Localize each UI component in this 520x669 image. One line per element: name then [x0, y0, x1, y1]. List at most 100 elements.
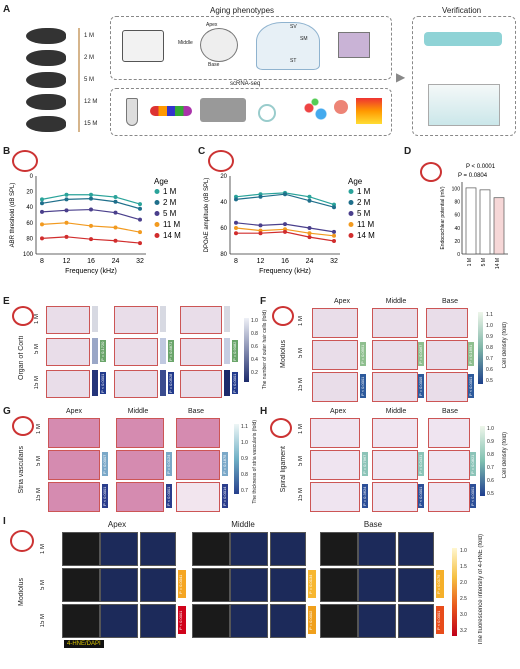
p-value-label: P = 0.0041 — [178, 570, 186, 598]
significance-label: P < 0.0001 — [466, 164, 496, 170]
x-tick-label: 5 M — [481, 258, 487, 266]
histology-image — [180, 338, 222, 366]
cochlea-middle-label: Middle — [178, 40, 193, 46]
data-point — [307, 231, 312, 236]
column-header: Middle — [385, 298, 407, 305]
histology-image — [180, 306, 222, 334]
p-value-label: P = 0.1875 — [222, 452, 228, 476]
bar — [465, 187, 477, 255]
fluorescence-image — [320, 532, 358, 566]
colorbar-tick: 0.6 — [251, 344, 258, 350]
p-value-label: P = 0.3624 — [362, 484, 368, 508]
p-value-label: P < 0.0001 — [436, 606, 444, 634]
fluorescence-image — [398, 532, 434, 566]
data-point — [234, 220, 238, 225]
p-value-label: P = 0.0951 — [360, 342, 366, 366]
fluorescence-image — [140, 568, 176, 602]
column-header: Middle — [127, 408, 149, 415]
column-header: Apex — [107, 520, 127, 529]
droplet-icon — [258, 104, 276, 122]
row-age-label: 15 M — [298, 488, 304, 502]
row-age-label: 1 M — [40, 544, 46, 555]
histology-image — [116, 482, 164, 512]
p-value-label: P < 0.0001 — [232, 372, 238, 394]
fluorescence-image — [230, 532, 268, 566]
y-axis-title: DPOAE amplitude (dB SPL) — [204, 178, 210, 253]
colorbar-tick: 0.9 — [487, 439, 494, 445]
scale-swatch — [224, 338, 230, 364]
column-header: Middle — [231, 520, 255, 529]
endocochlear-potential-chart: 0 20 40 60 80 100 1 M 5 M 14 M Endocochlear poten… — [440, 164, 508, 269]
p-value-label: P = 0.0134 — [308, 570, 316, 598]
p-value-label: P < 0.0001 — [418, 484, 424, 508]
histology-image — [310, 482, 360, 512]
cochlear-section-icon — [256, 22, 320, 70]
y-tick-label: 20 — [220, 174, 227, 180]
scale-swatch — [160, 338, 166, 364]
histology-image — [372, 308, 418, 338]
data-point — [332, 205, 336, 210]
scale-swatch — [160, 370, 166, 396]
histology-image — [310, 418, 360, 448]
data-point — [89, 237, 93, 242]
legend-label: 2 M — [357, 198, 371, 207]
venn-icon — [334, 100, 348, 114]
colorbar-tick: 0.9 — [486, 334, 493, 340]
legend-marker — [348, 200, 354, 205]
age-label: 5 M — [84, 77, 95, 83]
data-point — [234, 197, 238, 202]
colorbar — [480, 426, 485, 496]
histology-image — [180, 370, 222, 398]
scale-swatch — [224, 306, 230, 332]
data-point — [113, 225, 118, 230]
histology-image — [428, 482, 470, 512]
row-age-label: 5 M — [40, 580, 46, 591]
histology-image — [372, 482, 418, 512]
x-tick-label: 14 M — [495, 258, 501, 269]
row-age-label: 1 M — [34, 314, 40, 325]
column-header: Apex — [334, 298, 350, 305]
row-age-label: 15 M — [40, 614, 46, 628]
age-label: 12 M — [84, 99, 98, 105]
panel-i-label: I — [3, 516, 6, 527]
cell-beads-icon — [150, 106, 192, 116]
data-point — [113, 199, 118, 204]
colorbar-tick: 1.0 — [487, 426, 494, 432]
p-value-label: P < 0.0001 — [360, 374, 366, 398]
fluorescence-image — [230, 568, 268, 602]
data-point — [89, 192, 93, 197]
y-tick-label: 40 — [454, 226, 460, 232]
fluorescence-image — [140, 604, 176, 638]
scale-swatch — [92, 370, 98, 396]
colorbar-title: The number of outer hair cells (fold) — [262, 310, 268, 390]
data-point — [64, 192, 69, 197]
fluorescence-image — [62, 604, 100, 638]
fluorescence-image — [100, 568, 138, 602]
mouse-icon — [26, 72, 66, 88]
column-header: Apex — [66, 408, 82, 415]
data-point — [283, 222, 287, 227]
data-point — [332, 233, 336, 238]
aging-phenotypes-title: Aging phenotypes — [210, 6, 275, 15]
mouse-icon — [26, 28, 66, 44]
legend-label: 14 M — [163, 231, 181, 240]
histology-image — [48, 418, 100, 448]
scale-swatch — [92, 306, 98, 332]
legend-title: Age — [154, 177, 169, 186]
colorbar-tick: 0.4 — [251, 357, 258, 363]
legend-label: 1 M — [163, 187, 177, 196]
row-title: Organ of Corti — [18, 336, 25, 380]
colorbar-tick: 0.7 — [487, 465, 494, 471]
colorbar-tick: 0.5 — [486, 378, 493, 384]
x-tick-label: 32 — [330, 258, 338, 265]
panel-g-label: G — [3, 406, 11, 417]
data-point — [258, 231, 263, 236]
row-title: Spiral ligament — [280, 446, 287, 493]
data-point — [307, 235, 312, 240]
panel-c-label: C — [198, 146, 206, 157]
row-age-label: 15 M — [34, 376, 40, 390]
histology-image — [312, 308, 358, 338]
x-tick-label: 8 — [234, 258, 238, 265]
histology-image — [372, 372, 418, 402]
colorbar-tick: 1.0 — [241, 440, 248, 446]
